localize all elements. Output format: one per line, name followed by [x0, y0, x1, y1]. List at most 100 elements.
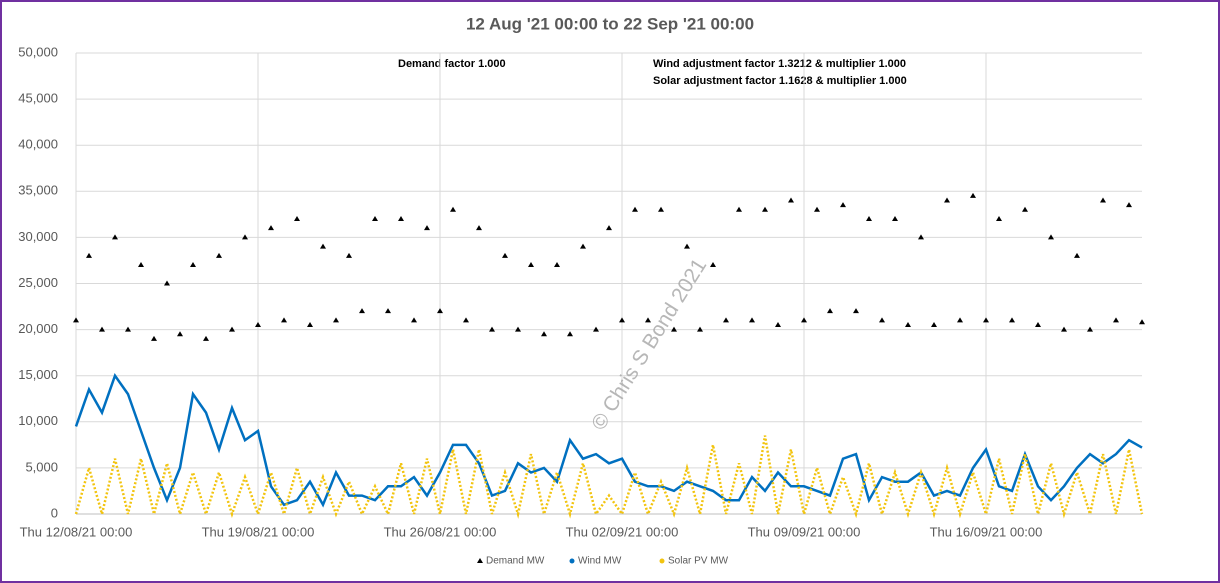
demand-marker [970, 192, 976, 198]
x-tick-label: Thu 16/09/21 00:00 [930, 524, 1043, 539]
demand-marker [710, 262, 716, 268]
legend-label: Solar PV MW [668, 556, 729, 567]
demand-marker [463, 317, 469, 323]
demand-marker [255, 321, 261, 327]
demand-marker [164, 280, 170, 286]
demand-marker [1022, 206, 1028, 212]
demand-marker [606, 225, 612, 231]
demand-marker [151, 335, 157, 341]
demand-marker [684, 243, 690, 249]
legend-label: Demand MW [486, 556, 545, 567]
demand-marker [515, 326, 521, 332]
y-tick-label: 25,000 [18, 275, 58, 290]
demand-marker [619, 317, 625, 323]
demand-marker [333, 317, 339, 323]
demand-marker [385, 308, 391, 314]
demand-marker [1139, 319, 1145, 325]
demand-marker [411, 317, 417, 323]
legend-marker [659, 558, 665, 564]
y-tick-label: 0 [51, 505, 58, 520]
demand-marker [775, 321, 781, 327]
demand-marker [320, 243, 326, 249]
demand-marker [944, 197, 950, 203]
y-tick-label: 30,000 [18, 229, 58, 244]
demand-marker [658, 206, 664, 212]
demand-marker [723, 317, 729, 323]
demand-marker [671, 326, 677, 332]
demand-marker [827, 308, 833, 314]
demand-marker [99, 326, 105, 332]
demand-marker [190, 262, 196, 268]
series-line [74, 435, 1144, 519]
demand-marker [983, 317, 989, 323]
demand-marker [1126, 202, 1132, 208]
demand-marker [840, 202, 846, 208]
annotation: Wind adjustment factor 1.3212 & multipli… [653, 58, 906, 70]
demand-marker [73, 317, 79, 323]
y-tick-label: 15,000 [18, 367, 58, 382]
demand-marker [398, 215, 404, 221]
x-tick-label: Thu 19/08/21 00:00 [202, 524, 315, 539]
demand-marker [905, 321, 911, 327]
demand-marker [502, 252, 508, 258]
y-tick-label: 5,000 [25, 459, 58, 474]
demand-marker [1074, 252, 1080, 258]
demand-marker [229, 326, 235, 332]
demand-marker [593, 326, 599, 332]
chart-title: 12 Aug '21 00:00 to 22 Sep '21 00:00 [466, 14, 754, 33]
demand-marker [1100, 197, 1106, 203]
demand-marker [645, 317, 651, 323]
demand-marker [918, 234, 924, 240]
demand-marker [242, 234, 248, 240]
demand-marker [866, 215, 872, 221]
demand-marker [372, 215, 378, 221]
demand-marker [437, 308, 443, 314]
series-line [74, 373, 1143, 508]
demand-marker [216, 252, 222, 258]
demand-marker [567, 331, 573, 337]
demand-marker [1048, 234, 1054, 240]
demand-marker [203, 335, 209, 341]
demand-marker [1113, 317, 1119, 323]
demand-marker [489, 326, 495, 332]
x-tick-label: Thu 02/09/21 00:00 [566, 524, 679, 539]
demand-marker [177, 331, 183, 337]
legend-marker [569, 558, 575, 564]
demand-marker [697, 326, 703, 332]
annotation: Solar adjustment factor 1.1628 & multipl… [653, 75, 907, 87]
demand-marker [1087, 326, 1093, 332]
demand-marker [853, 308, 859, 314]
demand-marker [1061, 326, 1067, 332]
demand-marker [788, 197, 794, 203]
demand-marker [554, 262, 560, 268]
demand-marker [931, 321, 937, 327]
y-tick-label: 20,000 [18, 321, 58, 336]
x-tick-label: Thu 09/09/21 00:00 [748, 524, 861, 539]
y-tick-label: 45,000 [18, 91, 58, 106]
demand-marker [814, 206, 820, 212]
y-tick-label: 40,000 [18, 137, 58, 152]
y-tick-label: 50,000 [18, 44, 58, 59]
demand-marker [580, 243, 586, 249]
demand-marker [476, 225, 482, 231]
y-tick-label: 10,000 [18, 413, 58, 428]
demand-marker [424, 225, 430, 231]
demand-marker [879, 317, 885, 323]
demand-marker [268, 225, 274, 231]
demand-marker [957, 317, 963, 323]
demand-marker [541, 331, 547, 337]
demand-marker [112, 234, 118, 240]
demand-marker [281, 317, 287, 323]
demand-marker [762, 206, 768, 212]
demand-marker [138, 262, 144, 268]
y-tick-label: 35,000 [18, 183, 58, 198]
legend-label: Wind MW [578, 556, 622, 567]
x-tick-label: Thu 26/08/21 00:00 [384, 524, 497, 539]
demand-marker [346, 252, 352, 258]
demand-marker [996, 215, 1002, 221]
demand-marker [892, 215, 898, 221]
demand-marker [359, 308, 365, 314]
demand-marker [736, 206, 742, 212]
